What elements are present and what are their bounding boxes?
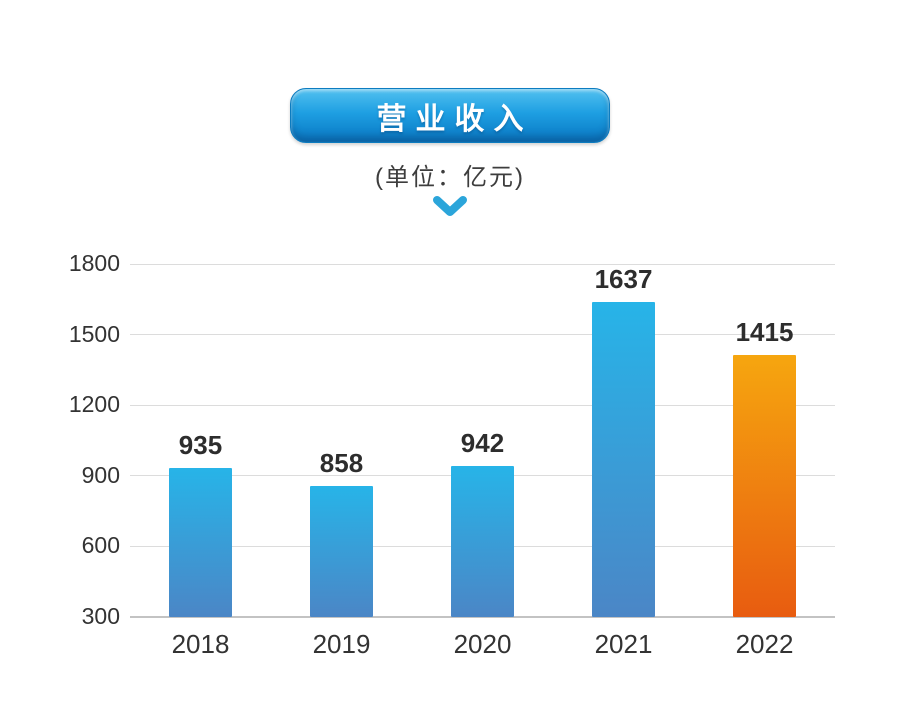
page-title: 营业收入 xyxy=(376,102,533,136)
unit-subtitle: (单位：亿元) xyxy=(375,164,525,191)
x-axis-tick-label: 2021 xyxy=(594,629,653,659)
bar-2022 xyxy=(733,354,796,617)
x-axis-baseline xyxy=(130,616,835,618)
plot-area xyxy=(130,263,835,618)
y-axis-tick-label: 600 xyxy=(81,532,120,559)
bar-value-label: 1415 xyxy=(735,316,794,347)
gridline xyxy=(130,404,835,406)
y-axis-tick-label: 300 xyxy=(81,603,120,629)
title-pill: 营业收入 xyxy=(290,88,610,143)
bar-2020 xyxy=(451,465,514,617)
bar-value-label: 942 xyxy=(460,427,505,458)
bar-value-label: 1637 xyxy=(594,264,653,295)
bar-2018 xyxy=(169,467,232,617)
y-axis-tick-label: 900 xyxy=(81,461,120,488)
y-axis-tick-label: 1800 xyxy=(68,250,120,276)
chevron-down-icon xyxy=(433,196,467,216)
y-axis-tick-label: 1200 xyxy=(68,391,120,418)
x-axis-tick-label: 2018 xyxy=(171,629,230,659)
x-axis-tick-label: 2020 xyxy=(453,629,512,659)
x-axis-tick-label: 2019 xyxy=(312,629,371,659)
bar-2019 xyxy=(310,485,373,617)
y-axis-tick-label: 1500 xyxy=(68,320,120,347)
gridline xyxy=(130,263,835,265)
x-axis-tick-label: 2022 xyxy=(735,629,794,659)
gridline xyxy=(130,334,835,336)
bar-value-label: 935 xyxy=(178,429,223,460)
bar-2021 xyxy=(592,302,655,617)
bar-value-label: 858 xyxy=(319,447,364,478)
